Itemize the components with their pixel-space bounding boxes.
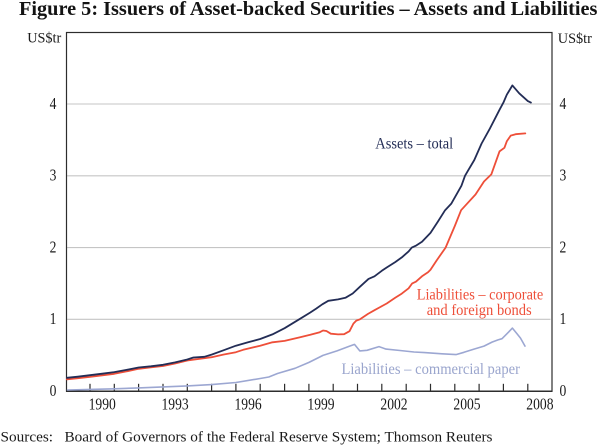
- svg-text:3: 3: [50, 166, 57, 185]
- svg-text:2008: 2008: [526, 395, 553, 414]
- svg-text:Liabilities – commercial paper: Liabilities – commercial paper: [341, 361, 520, 378]
- svg-text:1999: 1999: [307, 395, 334, 414]
- svg-text:Sources: Board of Governors: Sources: Board of Governors of the Feder…: [1, 428, 493, 445]
- svg-text:0: 0: [50, 381, 57, 400]
- svg-text:2002: 2002: [380, 395, 407, 414]
- svg-text:1993: 1993: [162, 395, 189, 414]
- svg-text:US$tr: US$tr: [558, 30, 592, 47]
- svg-text:4: 4: [560, 94, 567, 113]
- svg-text:and foreign bonds: and foreign bonds: [427, 302, 532, 319]
- svg-text:Liabilities – corporate: Liabilities – corporate: [417, 287, 544, 304]
- svg-text:4: 4: [50, 94, 57, 113]
- svg-text:1990: 1990: [89, 395, 116, 414]
- svg-text:US$tr: US$tr: [27, 29, 61, 46]
- svg-text:Assets – total: Assets – total: [375, 136, 453, 153]
- svg-text:1: 1: [560, 309, 567, 328]
- svg-text:1: 1: [50, 309, 57, 328]
- svg-text:1996: 1996: [235, 395, 262, 414]
- svg-text:2: 2: [50, 238, 57, 257]
- svg-text:2: 2: [560, 238, 567, 257]
- svg-text:0: 0: [560, 381, 567, 400]
- svg-text:2005: 2005: [453, 395, 480, 414]
- svg-text:Figure 5: Issuers of Asset-bac: Figure 5: Issuers of Asset-backed Securi…: [19, 0, 598, 20]
- svg-text:3: 3: [560, 166, 567, 185]
